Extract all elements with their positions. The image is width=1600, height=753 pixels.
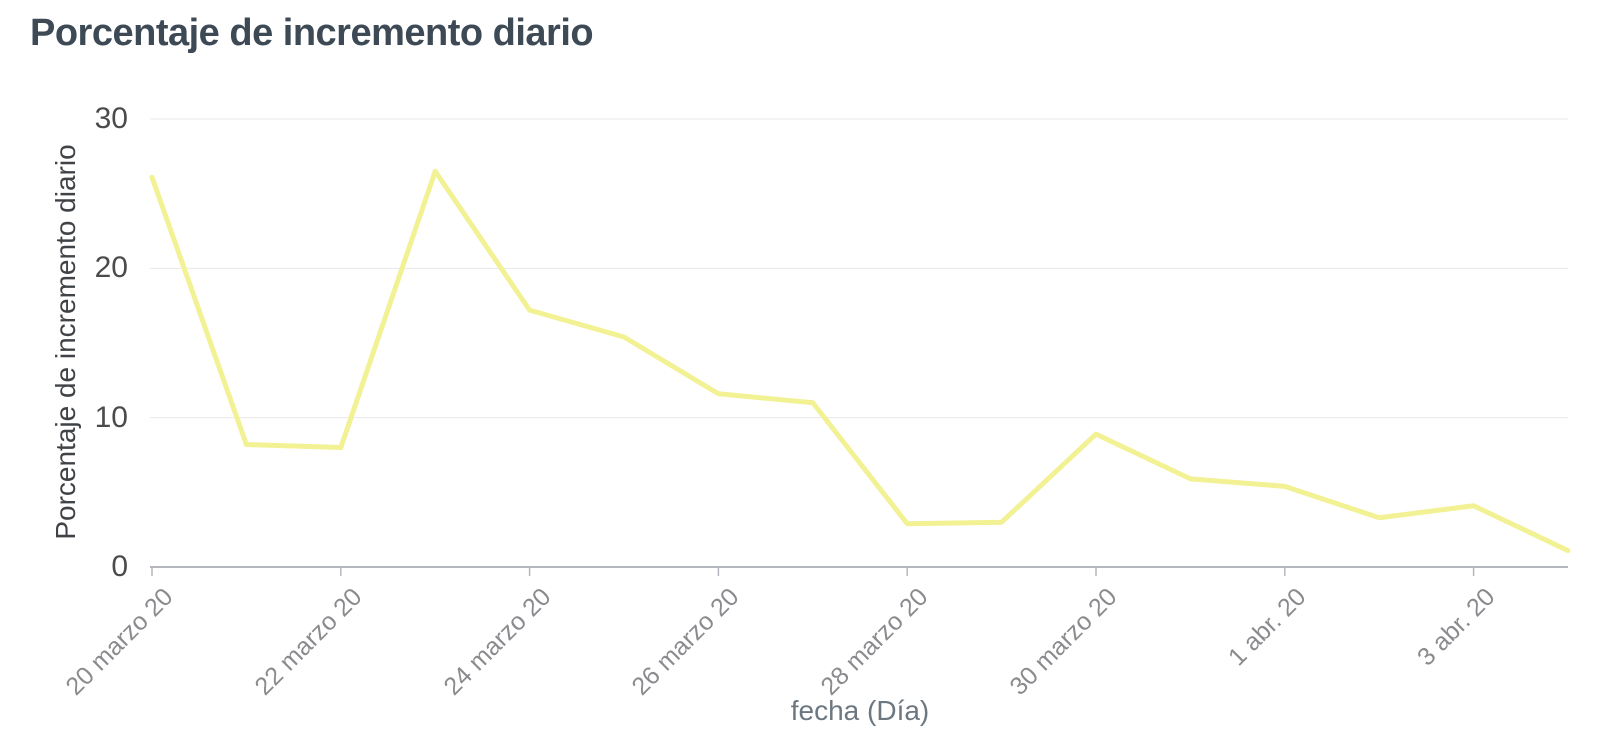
y-tick-label: 10: [94, 400, 128, 434]
y-tick-label: 20: [94, 251, 128, 285]
y-tick-label: 30: [94, 102, 128, 135]
x-axis-title: fecha (Día): [790, 695, 930, 726]
data-line-series: [149, 168, 1571, 554]
y-tick-label: 0: [111, 550, 128, 583]
chart-title: Porcentaje de incremento diario: [30, 12, 594, 54]
